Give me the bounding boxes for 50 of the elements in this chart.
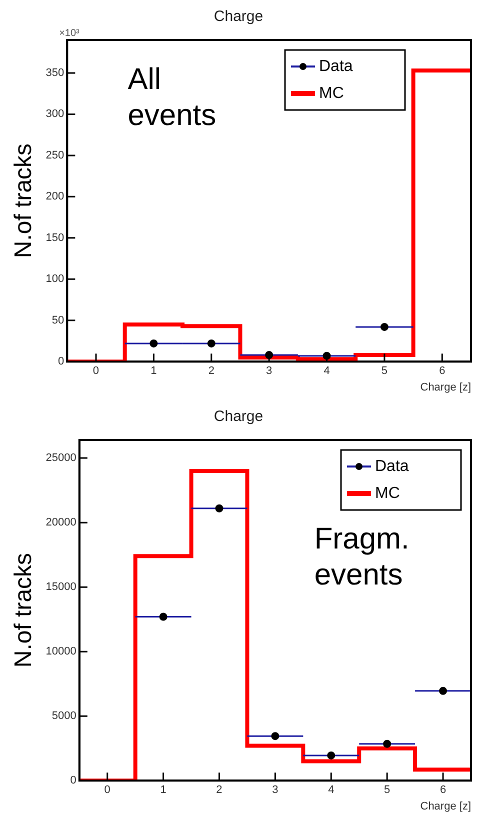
x-tick-label: 5	[384, 784, 390, 796]
point	[215, 504, 224, 512]
y-tick-label: 25000	[46, 452, 76, 464]
point	[159, 612, 168, 621]
x-tick-label: 2	[216, 784, 222, 796]
chart-title: Charge	[214, 408, 264, 426]
legend-label: MC	[319, 84, 344, 102]
x-tick-label: 6	[440, 784, 446, 796]
y-axis-title: N.of tracks	[10, 143, 38, 258]
y-tick-label: 20000	[46, 516, 76, 529]
y-tick-label: 300	[46, 108, 64, 120]
y-tick-label: 15000	[46, 581, 76, 594]
point	[327, 751, 336, 760]
x-tick-label: 4	[324, 365, 330, 378]
x-tick-label: 0	[92, 365, 100, 378]
x-tick-label: 1	[160, 784, 166, 796]
chart-title: Charge	[214, 8, 264, 26]
y-tick-label: 10000	[46, 646, 76, 658]
y-tick-label: 50	[52, 314, 64, 326]
y-axis-title: N.of tracks	[10, 552, 38, 668]
y-tick-label: 0	[58, 356, 64, 368]
x-tick-label: 3	[266, 365, 272, 378]
point	[383, 740, 392, 748]
y-tick-label: 250	[46, 149, 64, 162]
x-tick-label: 0	[104, 784, 110, 796]
x-tick-label: 1	[150, 365, 157, 378]
legend-label: Data	[375, 458, 409, 475]
x-axis-title: Charge [z]	[420, 800, 471, 812]
x-tick-label: 4	[328, 784, 334, 796]
y-tick-label: 100	[46, 273, 64, 286]
text: ×10³	[59, 28, 80, 40]
y-tick-label: 200	[46, 190, 64, 203]
y-tick-label: 0	[70, 774, 76, 787]
point	[150, 339, 158, 348]
point	[207, 339, 216, 348]
y-tick-label: 5000	[52, 710, 76, 722]
y-tick-label: 150	[46, 232, 64, 244]
annotation: Fragm. events	[314, 522, 410, 592]
x-tick-label: 3	[272, 784, 278, 796]
x-tick-label: 6	[439, 365, 446, 378]
x-tick-label: 5	[381, 365, 388, 378]
point	[439, 686, 448, 695]
annotation: All events	[128, 62, 216, 132]
x-tick-label: 2	[208, 365, 214, 378]
point	[271, 732, 280, 740]
legend-label: Data	[319, 58, 353, 75]
x-axis-title: Charge [z]	[420, 381, 471, 394]
legend-label: MC	[375, 484, 400, 502]
y-tick-label: 350	[46, 67, 64, 80]
point	[380, 322, 388, 331]
